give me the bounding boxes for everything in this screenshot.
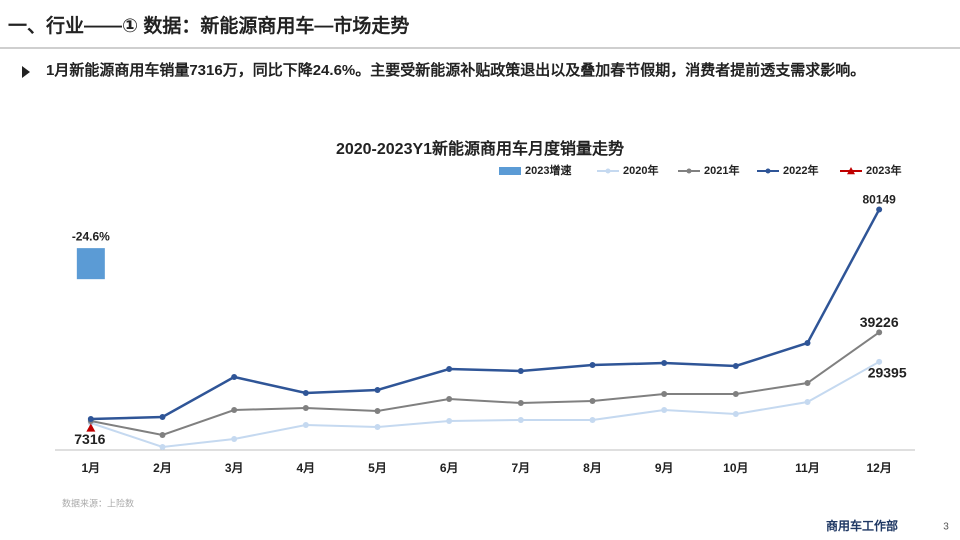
point-marker (302, 422, 309, 429)
data-label: 7316 (74, 431, 105, 447)
point-marker (876, 329, 883, 336)
x-tick-label: 2月 (153, 461, 172, 475)
chart-title: 2020-2023Y1新能源商用车月度销量走势 (336, 139, 624, 158)
legend-marker (847, 167, 855, 175)
source-note: 数据来源：上险数 (62, 497, 134, 508)
point-marker (302, 405, 309, 411)
series-line (90, 360, 880, 449)
point-marker (732, 411, 739, 417)
page-number: 3 (943, 522, 949, 533)
point-marker (446, 366, 453, 372)
legend-label: 2022年 (783, 163, 818, 177)
bullet-box: 1月新能源商用车销量7316万，同比下降24.6%。主要受新能源补贴政策退出以及… (46, 62, 866, 79)
slide-title: 一、行业——① 数据：新能源商用车—市场走势 (8, 14, 409, 37)
bullet-icon (22, 66, 30, 78)
point-marker (589, 417, 596, 423)
point-marker (517, 417, 524, 423)
bar (76, 248, 105, 280)
legend-label: 2020年 (623, 163, 658, 177)
point-marker (732, 390, 739, 397)
point-marker (804, 380, 811, 387)
series-line (90, 208, 881, 421)
x-tick-label: 4月 (296, 461, 315, 475)
point-marker (661, 360, 668, 366)
point-marker (804, 399, 811, 405)
point-marker (86, 423, 96, 432)
point-marker (231, 407, 238, 414)
x-tick-label: 12月 (866, 461, 891, 475)
point-marker (374, 408, 381, 414)
point-marker (876, 358, 883, 365)
point-marker (661, 390, 668, 397)
x-tick-label: 1月 (81, 461, 100, 475)
x-tick-label: 7月 (511, 461, 530, 475)
point-marker (159, 444, 166, 450)
point-marker (804, 339, 811, 346)
point-marker (589, 362, 596, 369)
legend-marker (605, 168, 611, 174)
point-marker (732, 363, 739, 369)
point-marker (661, 407, 668, 414)
point-marker (374, 387, 381, 393)
x-tick-label: 8月 (583, 461, 602, 475)
point-marker (446, 396, 453, 402)
x-tick-label: 9月 (655, 461, 674, 475)
x-tick-label: 10月 (723, 461, 748, 475)
data-label: 80149 (862, 193, 896, 207)
point-marker (517, 399, 524, 406)
data-label: 29395 (868, 365, 907, 381)
x-tick-label: 5月 (368, 461, 387, 475)
point-marker (446, 417, 453, 424)
bullet-text: 1月新能源商用车销量7316万，同比下降24.6%。主要受新能源补贴政策退出以及… (46, 62, 866, 79)
legend-marker (686, 168, 692, 174)
point-marker (159, 432, 166, 438)
data-label: -24.6% (72, 229, 110, 243)
legend-swatch (499, 167, 521, 175)
x-tick-label: 6月 (440, 461, 459, 475)
footer: 商用车工作部 (826, 518, 898, 533)
legend-label: 2023年 (866, 163, 901, 177)
point-marker (87, 416, 94, 423)
x-tick-label: 3月 (225, 461, 244, 475)
legend-marker (765, 168, 771, 174)
series-line (90, 331, 880, 437)
legend-label: 2023增速 (525, 163, 571, 177)
point-marker (876, 206, 883, 213)
point-marker (517, 368, 524, 375)
point-marker (589, 398, 596, 405)
point-marker (231, 374, 238, 381)
point-marker (302, 390, 309, 396)
x-tick-label: 11月 (795, 461, 820, 475)
legend-label: 2021年 (704, 163, 739, 177)
point-marker (374, 423, 381, 430)
point-marker (159, 414, 166, 420)
data-label: 39226 (860, 314, 899, 330)
point-marker (231, 435, 238, 442)
